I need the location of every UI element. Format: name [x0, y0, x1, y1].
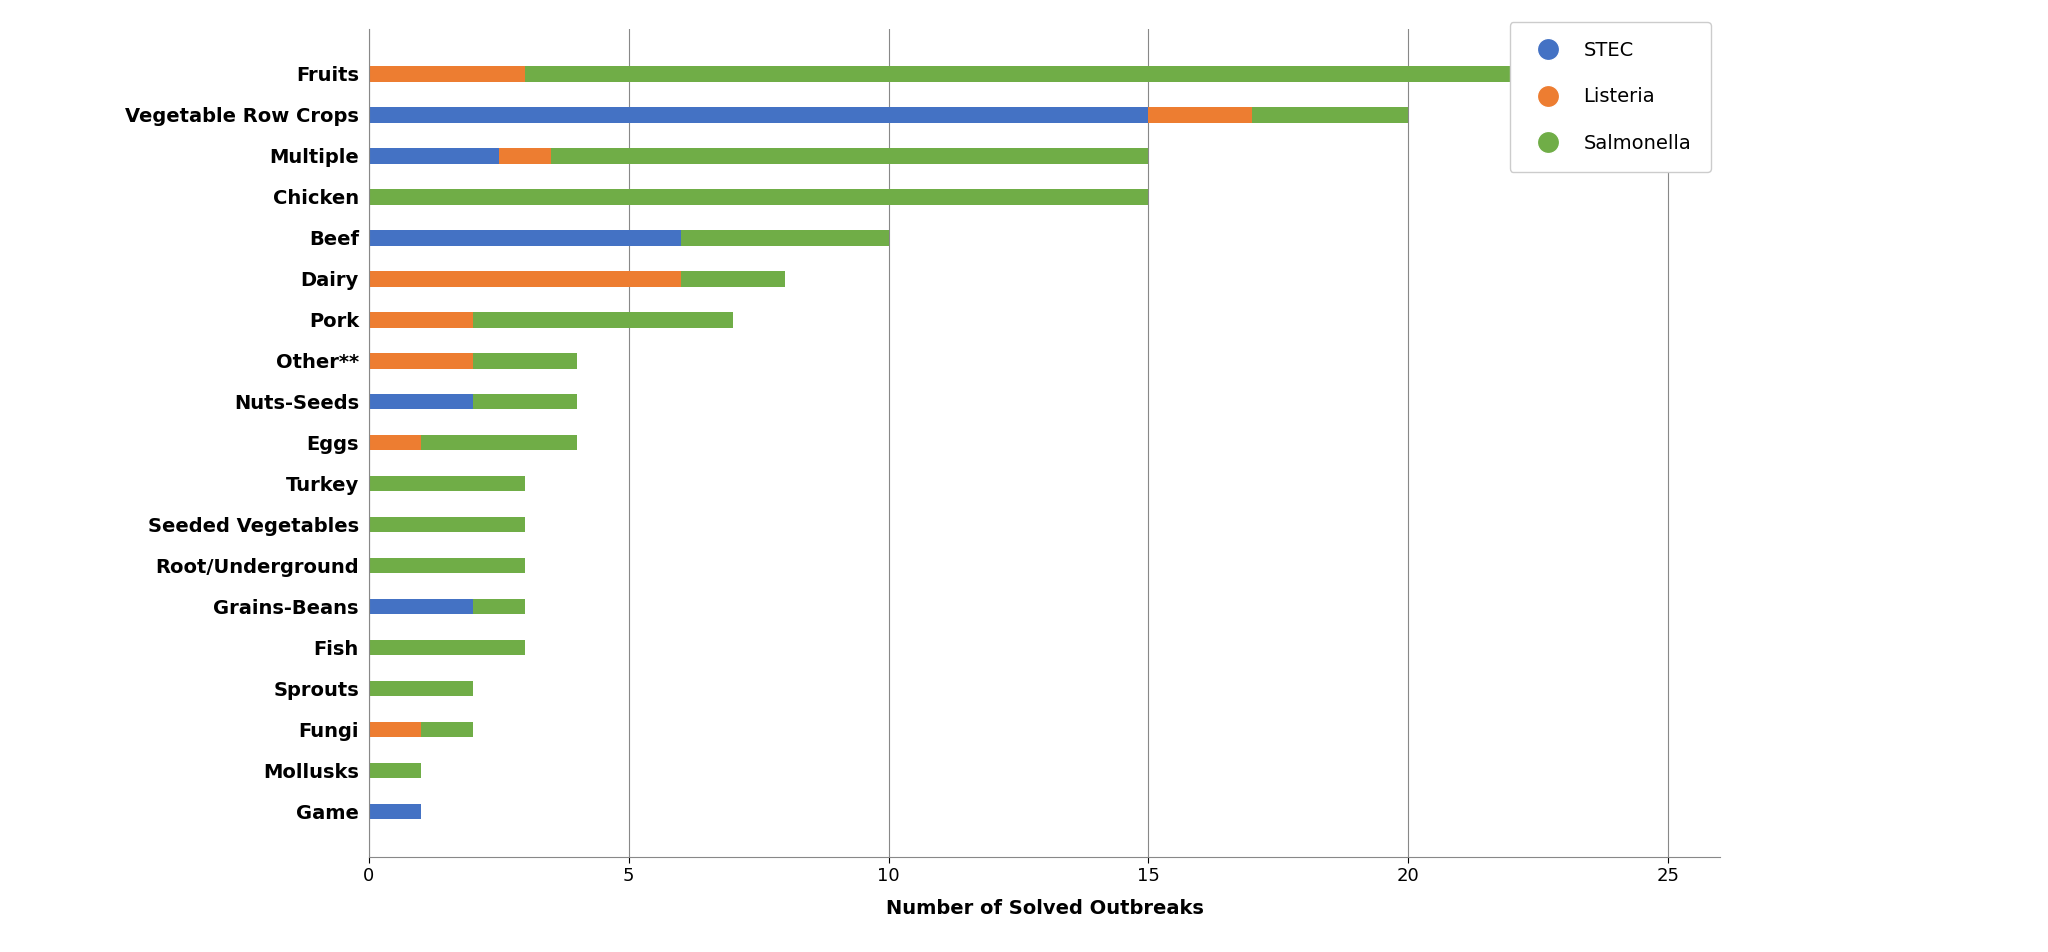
Bar: [369, 67, 524, 82]
Bar: [524, 67, 1511, 82]
Bar: [420, 722, 473, 737]
Bar: [1253, 108, 1409, 123]
Bar: [369, 394, 473, 409]
Bar: [473, 353, 578, 368]
Bar: [369, 517, 524, 532]
Bar: [369, 189, 1149, 205]
Bar: [369, 763, 420, 778]
Bar: [369, 640, 524, 655]
Bar: [369, 230, 680, 246]
Bar: [369, 312, 473, 327]
Bar: [1149, 108, 1253, 123]
Bar: [369, 353, 473, 368]
Bar: [498, 149, 551, 164]
Bar: [369, 435, 420, 450]
Bar: [473, 312, 733, 327]
Bar: [680, 271, 784, 287]
Bar: [369, 803, 420, 819]
X-axis label: Number of Solved Outbreaks: Number of Solved Outbreaks: [885, 899, 1204, 918]
Bar: [369, 599, 473, 614]
Bar: [680, 230, 889, 246]
Bar: [369, 681, 473, 696]
Bar: [369, 722, 420, 737]
Bar: [473, 599, 524, 614]
Bar: [473, 394, 578, 409]
Bar: [551, 149, 1149, 164]
Legend: STEC, Listeria, Salmonella: STEC, Listeria, Salmonella: [1509, 22, 1710, 172]
Bar: [420, 435, 578, 450]
Bar: [369, 108, 1149, 123]
Bar: [369, 271, 680, 287]
Bar: [369, 149, 498, 164]
Bar: [369, 558, 524, 573]
Bar: [369, 476, 524, 491]
